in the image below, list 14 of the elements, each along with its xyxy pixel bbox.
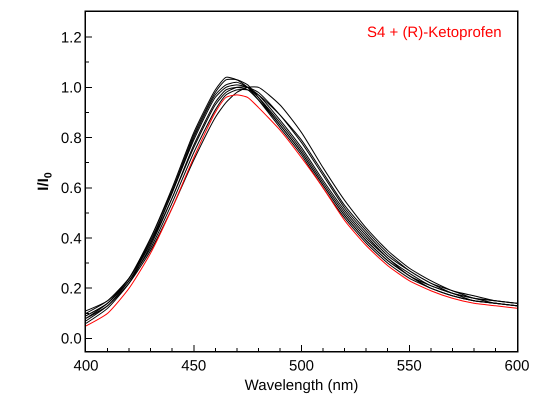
y-tick-label: 0.8 xyxy=(60,130,82,147)
y-tick-label: 0.0 xyxy=(60,330,82,348)
y-tick-label: 0.6 xyxy=(60,180,82,198)
x-tick-label: 550 xyxy=(396,357,422,374)
y-tick-label: 0.4 xyxy=(60,230,82,248)
text: S4 + (R)-Ketoprofen xyxy=(367,24,502,41)
y-tick-label: 0.2 xyxy=(60,280,82,298)
y-tick-label: 1.2 xyxy=(60,29,82,46)
x-axis-title: Wavelength (nm) xyxy=(244,377,358,394)
x-tick-label: 450 xyxy=(181,357,206,374)
x-tick-label: 600 xyxy=(504,357,530,374)
y-tick-label: 1.0 xyxy=(60,80,82,97)
x-tick-label: 500 xyxy=(288,357,314,374)
x-tick-label: 400 xyxy=(73,357,99,374)
